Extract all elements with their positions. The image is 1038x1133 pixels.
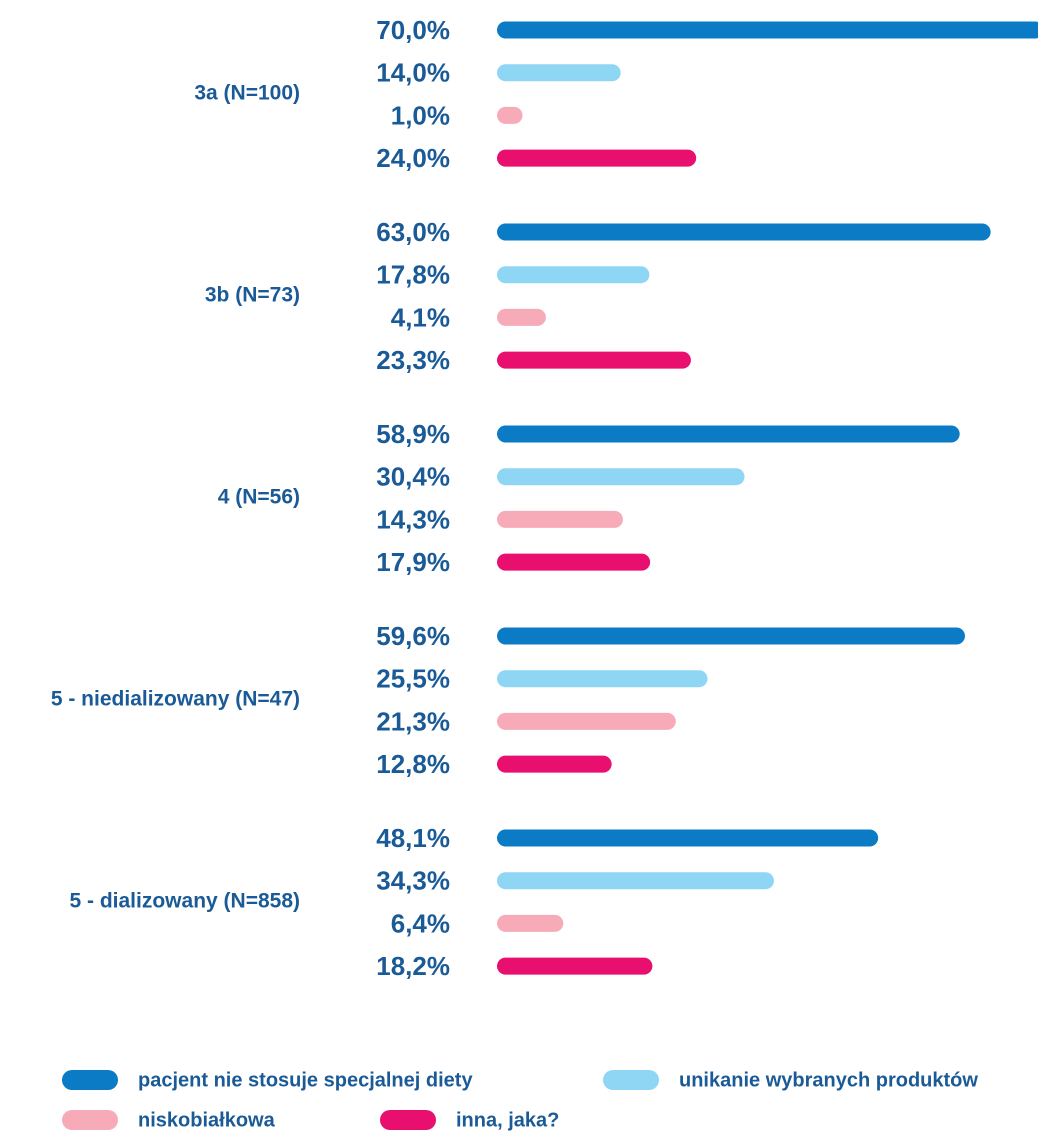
legend-label: niskobiałkowa	[138, 1109, 276, 1131]
legend-swatch	[603, 1070, 659, 1090]
value-label: 30,4%	[376, 462, 450, 492]
bar	[497, 829, 879, 847]
category-label: 4 (N=56)	[218, 486, 300, 509]
value-label: 63,0%	[376, 217, 450, 247]
bar	[497, 872, 774, 890]
value-label: 4,1%	[391, 302, 450, 332]
legend-swatch	[380, 1110, 436, 1130]
value-label: 23,3%	[376, 345, 450, 375]
bar	[497, 468, 745, 486]
value-label: 70,0%	[376, 15, 450, 45]
legend-swatch	[62, 1070, 118, 1090]
category-label: 3b (N=73)	[205, 284, 300, 307]
value-label: 14,3%	[376, 504, 450, 534]
bar	[497, 755, 612, 773]
value-label: 14,0%	[376, 58, 450, 88]
bar	[497, 106, 523, 124]
category-label: 5 - dializowany (N=858)	[70, 890, 301, 913]
bar	[497, 957, 653, 975]
legend-label: unikanie wybranych produktów	[679, 1069, 978, 1091]
category-label: 3a (N=100)	[194, 82, 300, 105]
bar	[497, 425, 960, 443]
category-label: 5 - niedializowany (N=47)	[51, 688, 300, 711]
value-label: 12,8%	[376, 749, 450, 779]
bar	[497, 308, 546, 326]
bar	[497, 712, 676, 730]
value-label: 58,9%	[376, 419, 450, 449]
value-label: 25,5%	[376, 664, 450, 694]
value-label: 17,9%	[376, 547, 450, 577]
bar	[497, 510, 623, 528]
bar	[497, 149, 697, 167]
bar	[497, 627, 965, 645]
legend-label: inna, jaka?	[456, 1109, 559, 1131]
legend-swatch	[62, 1110, 118, 1130]
value-label: 17,8%	[376, 260, 450, 290]
value-label: 18,2%	[376, 951, 450, 981]
bar	[497, 223, 991, 241]
value-label: 21,3%	[376, 706, 450, 736]
bar	[497, 914, 564, 932]
value-label: 24,0%	[376, 143, 450, 173]
bar	[497, 351, 691, 369]
bar	[497, 670, 708, 688]
bar	[497, 21, 1038, 39]
bar	[497, 64, 621, 82]
value-label: 6,4%	[391, 908, 450, 938]
legend-label: pacjent nie stosuje specjalnej diety	[138, 1069, 473, 1091]
bar	[497, 553, 651, 571]
value-label: 59,6%	[376, 621, 450, 651]
value-label: 48,1%	[376, 823, 450, 853]
value-label: 34,3%	[376, 866, 450, 896]
bar	[497, 266, 650, 284]
value-label: 1,0%	[391, 100, 450, 130]
